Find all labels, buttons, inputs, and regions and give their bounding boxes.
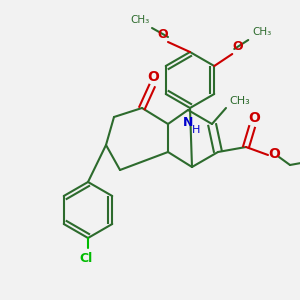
Text: O: O [268,147,280,161]
Text: O: O [248,111,260,125]
Text: O: O [147,70,159,84]
Text: CH₃: CH₃ [230,96,250,106]
Text: CH₃: CH₃ [253,27,272,37]
Text: H: H [192,125,200,135]
Text: O: O [158,28,168,40]
Text: N: N [183,116,193,130]
Text: Cl: Cl [80,251,93,265]
Text: CH₃: CH₃ [130,15,150,25]
Text: O: O [232,40,243,52]
